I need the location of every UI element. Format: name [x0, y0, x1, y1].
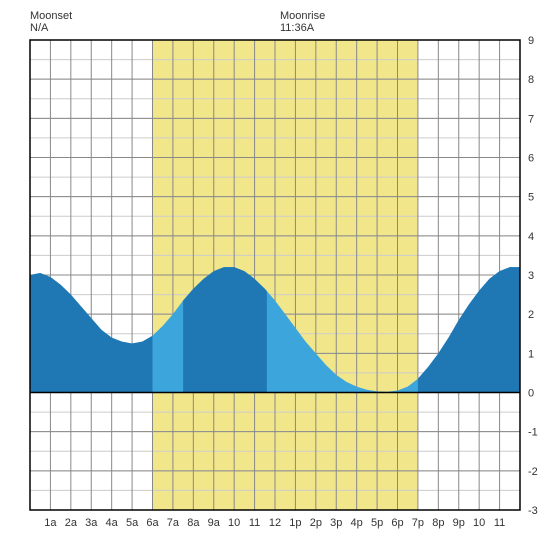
svg-text:5a: 5a: [126, 517, 139, 529]
svg-text:8a: 8a: [187, 517, 200, 529]
svg-text:8: 8: [528, 74, 534, 86]
svg-text:9a: 9a: [208, 517, 221, 529]
tide-chart: Moonset N/A Moonrise 11:36A -3-2-1012345…: [10, 10, 540, 540]
chart-svg: -3-2-101234567891a2a3a4a5a6a7a8a9a101112…: [10, 10, 540, 540]
svg-text:3p: 3p: [330, 517, 342, 529]
svg-text:3: 3: [528, 270, 534, 282]
svg-text:-2: -2: [528, 466, 538, 478]
svg-text:1: 1: [528, 348, 534, 360]
svg-text:10: 10: [473, 517, 485, 529]
moonrise-block: Moonrise 11:36A: [280, 10, 325, 34]
moonset-label: Moonset: [30, 10, 72, 22]
svg-text:6a: 6a: [146, 517, 159, 529]
svg-text:8p: 8p: [432, 517, 444, 529]
svg-text:7a: 7a: [167, 517, 180, 529]
moonrise-value: 11:36A: [280, 22, 325, 34]
svg-text:9p: 9p: [453, 517, 465, 529]
chart-header: Moonset N/A Moonrise 11:36A: [30, 10, 530, 40]
moonset-block: Moonset N/A: [30, 10, 72, 34]
svg-text:1p: 1p: [289, 517, 301, 529]
svg-text:10: 10: [228, 517, 240, 529]
svg-text:2: 2: [528, 309, 534, 321]
svg-text:11: 11: [249, 517, 260, 529]
svg-text:-3: -3: [528, 505, 538, 517]
svg-text:12: 12: [269, 517, 281, 529]
moonset-value: N/A: [30, 22, 72, 34]
svg-text:4p: 4p: [351, 517, 363, 529]
svg-text:2p: 2p: [310, 517, 322, 529]
svg-text:3a: 3a: [85, 517, 98, 529]
svg-text:7p: 7p: [412, 517, 424, 529]
svg-text:11: 11: [494, 517, 505, 529]
svg-text:0: 0: [528, 388, 534, 400]
svg-text:6p: 6p: [391, 517, 403, 529]
svg-text:-1: -1: [528, 427, 538, 439]
svg-text:4: 4: [528, 231, 534, 243]
svg-text:6: 6: [528, 153, 534, 165]
svg-text:5p: 5p: [371, 517, 383, 529]
svg-text:7: 7: [528, 113, 534, 125]
svg-text:4a: 4a: [106, 517, 119, 529]
svg-text:2a: 2a: [65, 517, 78, 529]
svg-text:1a: 1a: [44, 517, 57, 529]
moonrise-label: Moonrise: [280, 10, 325, 22]
svg-text:5: 5: [528, 192, 534, 204]
